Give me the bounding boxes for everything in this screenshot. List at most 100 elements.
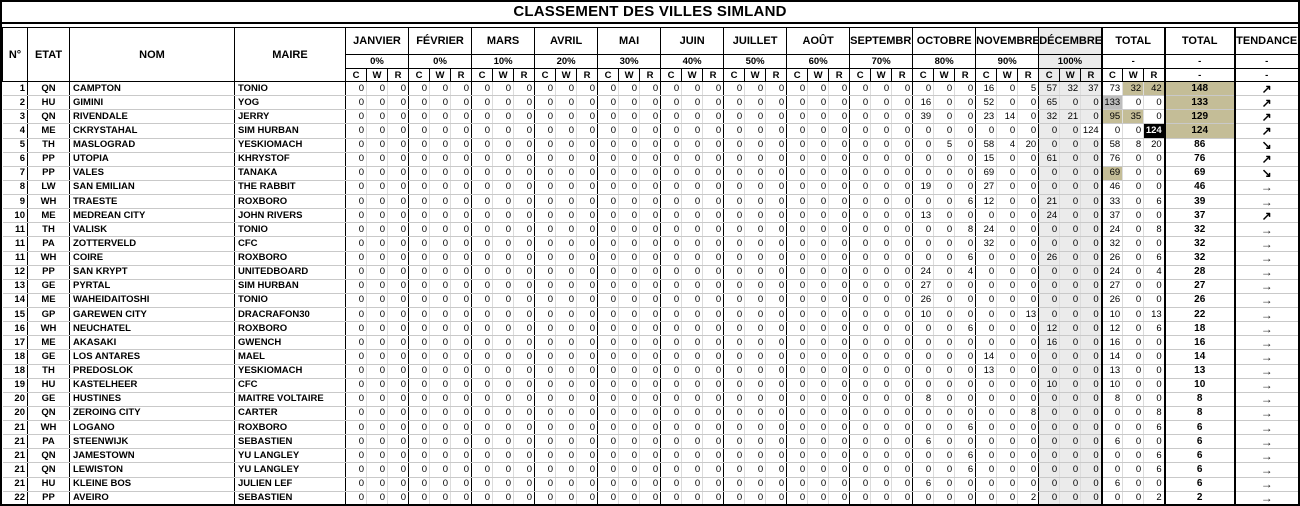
- cell-avril-w[interactable]: 0: [555, 250, 577, 266]
- cell-octobre-c[interactable]: 19: [912, 179, 934, 196]
- cell-octobre-c[interactable]: 24: [912, 264, 934, 280]
- cell-avril-c[interactable]: 0: [534, 448, 556, 464]
- cell-mai-r[interactable]: 0: [639, 292, 661, 309]
- total-r-cell[interactable]: 0: [1143, 335, 1166, 351]
- cell-decembre-c[interactable]: 57: [1038, 80, 1060, 97]
- trend-flat-arrow-icon[interactable]: →: [1234, 264, 1298, 280]
- city-cell[interactable]: JAMESTOWN: [69, 448, 235, 464]
- trend-flat-arrow-icon[interactable]: →: [1234, 462, 1298, 478]
- cell-juillet-w[interactable]: 0: [744, 179, 766, 196]
- cell-decembre-w[interactable]: 0: [1059, 377, 1081, 393]
- subcol-header-decembre-c[interactable]: C: [1038, 68, 1061, 82]
- cell-janvier-c[interactable]: 0: [345, 476, 367, 492]
- cell-novembre-w[interactable]: 0: [996, 222, 1018, 238]
- cell-avril-w[interactable]: 0: [555, 151, 577, 167]
- cell-octobre-c[interactable]: 0: [912, 490, 934, 504]
- cell-septembre-r[interactable]: 0: [891, 193, 913, 210]
- cell-janvier-r[interactable]: 0: [386, 448, 409, 464]
- cell-novembre-r[interactable]: 2: [1017, 490, 1039, 504]
- cell-octobre-w[interactable]: 0: [933, 462, 955, 478]
- cell-mai-r[interactable]: 0: [639, 349, 661, 365]
- cell-janvier-c[interactable]: 0: [345, 236, 367, 252]
- cell-juin-c[interactable]: 0: [660, 434, 682, 450]
- cell-janvier-c[interactable]: 0: [345, 193, 367, 210]
- cell-aout-w[interactable]: 0: [807, 278, 829, 294]
- cell-fevrier-r[interactable]: 0: [450, 448, 472, 464]
- cell-mai-w[interactable]: 0: [618, 80, 640, 97]
- city-cell[interactable]: UTOPIA: [69, 151, 235, 167]
- cell-octobre-r[interactable]: 6: [954, 250, 976, 266]
- cell-juin-r[interactable]: 0: [702, 208, 724, 224]
- cell-mars-w[interactable]: 0: [492, 193, 514, 210]
- subcol-header-septembre-r[interactable]: R: [891, 68, 914, 82]
- grand-total-cell[interactable]: 46: [1164, 179, 1236, 196]
- cell-juin-r[interactable]: 0: [702, 490, 724, 504]
- cell-mai-r[interactable]: 0: [639, 306, 661, 323]
- cell-decembre-c[interactable]: 16: [1038, 335, 1060, 351]
- cell-fevrier-c[interactable]: 0: [408, 419, 430, 436]
- cell-aout-w[interactable]: 0: [807, 462, 829, 478]
- subcol-header-juin-r[interactable]: R: [702, 68, 725, 82]
- cell-octobre-c[interactable]: 0: [912, 363, 934, 379]
- cell-avril-c[interactable]: 0: [534, 137, 556, 153]
- cell-octobre-w[interactable]: 0: [933, 95, 955, 111]
- cell-novembre-w[interactable]: 0: [996, 165, 1018, 181]
- cell-decembre-w[interactable]: 0: [1059, 222, 1081, 238]
- cell-aout-r[interactable]: 0: [828, 349, 850, 365]
- cell-fevrier-c[interactable]: 0: [408, 137, 430, 153]
- cell-janvier-w[interactable]: 0: [366, 222, 388, 238]
- total-w-cell[interactable]: 0: [1122, 292, 1144, 309]
- cell-septembre-r[interactable]: 0: [891, 222, 913, 238]
- cell-avril-c[interactable]: 0: [534, 363, 556, 379]
- cell-novembre-r[interactable]: 5: [1017, 80, 1039, 97]
- cell-novembre-c[interactable]: 13: [975, 363, 997, 379]
- cell-septembre-c[interactable]: 0: [849, 462, 871, 478]
- cell-aout-c[interactable]: 0: [786, 264, 808, 280]
- col-header-rank[interactable]: N°: [2, 27, 28, 82]
- cell-juin-c[interactable]: 0: [660, 123, 682, 139]
- grand-total-cell[interactable]: 6: [1164, 434, 1236, 450]
- cell-mars-r[interactable]: 0: [513, 434, 535, 450]
- cell-octobre-c[interactable]: 0: [912, 321, 934, 337]
- total-w-cell[interactable]: 0: [1122, 419, 1144, 436]
- cell-aout-w[interactable]: 0: [807, 264, 829, 280]
- cell-decembre-r[interactable]: 0: [1080, 476, 1102, 492]
- month-header-juillet[interactable]: JUILLET: [723, 27, 788, 55]
- cell-fevrier-w[interactable]: 0: [429, 490, 451, 504]
- cell-septembre-c[interactable]: 0: [849, 109, 871, 125]
- cell-novembre-r[interactable]: 0: [1017, 179, 1039, 196]
- cell-juillet-w[interactable]: 0: [744, 335, 766, 351]
- cell-mars-c[interactable]: 0: [471, 490, 493, 504]
- cell-fevrier-r[interactable]: 0: [450, 250, 472, 266]
- cell-decembre-c[interactable]: 0: [1038, 405, 1060, 422]
- cell-avril-c[interactable]: 0: [534, 123, 556, 139]
- city-cell[interactable]: WAHEIDAITOSHI: [69, 292, 235, 309]
- cell-novembre-r[interactable]: 0: [1017, 208, 1039, 224]
- cell-fevrier-w[interactable]: 0: [429, 419, 451, 436]
- subcol-header-septembre-c[interactable]: C: [849, 68, 872, 82]
- cell-janvier-w[interactable]: 0: [366, 363, 388, 379]
- cell-fevrier-r[interactable]: 0: [450, 292, 472, 309]
- cell-septembre-c[interactable]: 0: [849, 137, 871, 153]
- cell-mars-c[interactable]: 0: [471, 264, 493, 280]
- cell-mars-w[interactable]: 0: [492, 321, 514, 337]
- cell-janvier-w[interactable]: 0: [366, 419, 388, 436]
- city-cell[interactable]: TRAESTE: [69, 193, 235, 210]
- cell-decembre-r[interactable]: 0: [1080, 391, 1102, 407]
- total-r-cell[interactable]: 0: [1143, 434, 1166, 450]
- cell-aout-w[interactable]: 0: [807, 349, 829, 365]
- mayor-cell[interactable]: MAITRE VOLTAIRE: [234, 391, 346, 407]
- cell-novembre-r[interactable]: 0: [1017, 292, 1039, 309]
- cell-mars-w[interactable]: 0: [492, 95, 514, 111]
- cell-juin-w[interactable]: 0: [681, 391, 703, 407]
- cell-mai-w[interactable]: 0: [618, 179, 640, 196]
- cell-mai-c[interactable]: 0: [597, 419, 619, 436]
- cell-mars-r[interactable]: 0: [513, 448, 535, 464]
- cell-octobre-r[interactable]: 0: [954, 405, 976, 422]
- cell-decembre-c[interactable]: 10: [1038, 377, 1060, 393]
- grand-total-cell[interactable]: 32: [1164, 236, 1236, 252]
- cell-avril-w[interactable]: 0: [555, 123, 577, 139]
- month-pct-novembre[interactable]: 90%: [975, 54, 1040, 69]
- cell-septembre-r[interactable]: 0: [891, 165, 913, 181]
- tendance-header[interactable]: TENDANCE: [1234, 27, 1298, 55]
